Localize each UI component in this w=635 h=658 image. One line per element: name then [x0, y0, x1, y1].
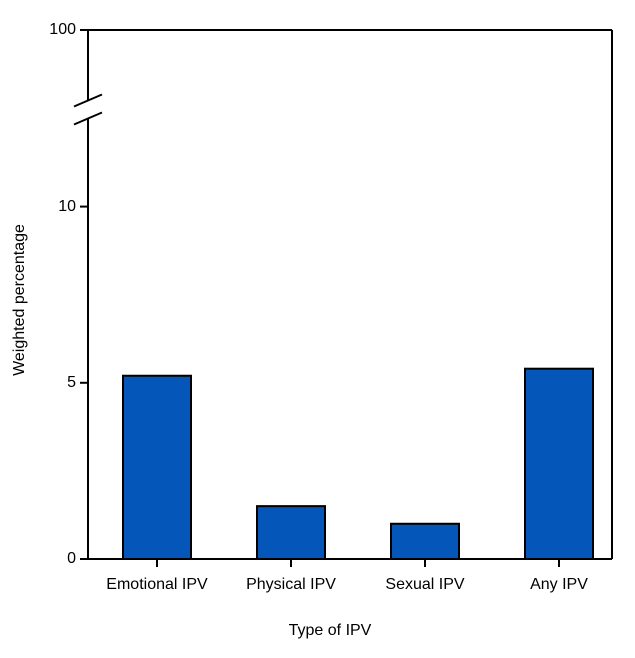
- x-axis-label: Type of IPV: [289, 622, 372, 639]
- bar: [122, 374, 192, 561]
- bar: [390, 522, 460, 560]
- x-tick-label: Emotional IPV: [106, 576, 208, 593]
- axis-break: [73, 111, 103, 126]
- axis-break: [73, 93, 103, 108]
- y-axis-label: Weighted percentage: [11, 224, 28, 376]
- y-tick-label: 100: [49, 21, 76, 38]
- x-tick-label: Physical IPV: [246, 576, 336, 593]
- x-tick-label: Any IPV: [530, 576, 588, 593]
- bar: [256, 505, 326, 561]
- y-tick-label: 10: [58, 198, 76, 215]
- x-tick-label: Sexual IPV: [385, 576, 464, 593]
- y-tick-label: 0: [67, 550, 76, 567]
- y-tick-label: 5: [67, 374, 76, 391]
- bar: [524, 367, 594, 561]
